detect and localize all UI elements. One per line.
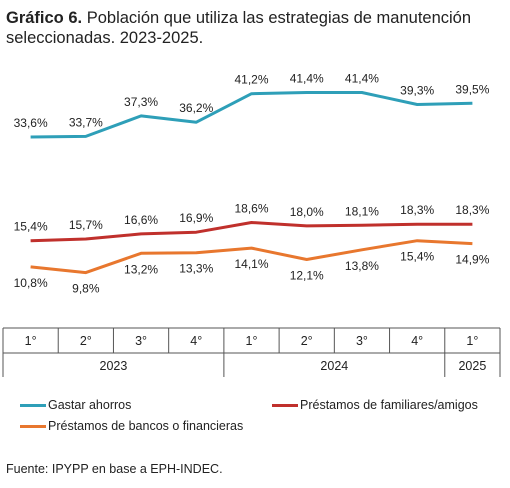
- legend-swatch: [20, 425, 46, 429]
- data-label: 16,6%: [124, 213, 158, 227]
- quarter-tick-label: 1°: [466, 334, 478, 348]
- data-label: 18,0%: [290, 205, 324, 219]
- quarter-tick-label: 4°: [411, 334, 423, 348]
- data-label: 33,7%: [69, 115, 103, 129]
- quarter-tick-label: 3°: [356, 334, 368, 348]
- data-label: 41,2%: [234, 73, 268, 87]
- quarter-tick-label: 1°: [25, 334, 37, 348]
- series-line: [30, 239, 473, 275]
- data-label: 16,9%: [179, 211, 213, 225]
- year-tick-label: 2023: [100, 359, 128, 373]
- legend-item-gastar-ahorros: Gastar ahorros: [20, 398, 131, 412]
- data-label: 13,2%: [124, 262, 158, 276]
- year-tick-label: 2024: [320, 359, 348, 373]
- legend-swatch: [20, 404, 46, 408]
- data-label: 41,4%: [345, 72, 379, 86]
- data-label: 14,1%: [234, 257, 268, 271]
- data-label: 15,4%: [400, 250, 434, 264]
- data-label: 18,3%: [400, 203, 434, 217]
- legend-item-prestamos-familiares: Préstamos de familiares/amigos: [272, 398, 478, 412]
- year-tick-label: 2025: [458, 359, 486, 373]
- data-label: 15,7%: [69, 218, 103, 232]
- series-line: [30, 221, 473, 243]
- chart-title-text: Población que utiliza las estrategias de…: [6, 9, 472, 47]
- data-label: 13,3%: [179, 262, 213, 276]
- legend-label: Préstamos de bancos o financieras: [48, 419, 244, 433]
- chart-title: Gráfico 6. Población que utiliza las est…: [6, 8, 496, 48]
- data-label: 10,8%: [14, 276, 48, 290]
- quarter-tick-label: 4°: [190, 334, 202, 348]
- quarter-tick-label: 3°: [135, 334, 147, 348]
- data-label: 18,1%: [345, 204, 379, 218]
- data-label: 18,6%: [234, 201, 268, 215]
- source-note: Fuente: IPYPP en base a EPH-INDEC.: [6, 462, 223, 476]
- legend-swatch: [272, 404, 298, 408]
- data-label: 39,5%: [455, 82, 489, 96]
- data-label: 33,6%: [14, 116, 48, 130]
- legend-item-prestamos-bancos: Préstamos de bancos o financieras: [20, 419, 243, 433]
- data-label: 39,3%: [400, 83, 434, 97]
- data-label: 9,8%: [72, 282, 100, 296]
- data-label: 36,2%: [179, 101, 213, 115]
- data-label: 18,3%: [455, 203, 489, 217]
- legend-label: Préstamos de familiares/amigos: [300, 398, 478, 412]
- data-label: 37,3%: [124, 95, 158, 109]
- chart-title-number: Gráfico 6.: [6, 9, 83, 27]
- data-label: 13,8%: [345, 259, 379, 273]
- line-chart: 1° 2° 3° 4° 1° 2° 3° 4° 1° 2023 2024 2025 33,6% 33,7%…: [2, 72, 501, 377]
- series-line: [30, 91, 473, 139]
- data-label: 15,4%: [14, 220, 48, 234]
- legend-label: Gastar ahorros: [48, 398, 132, 412]
- quarter-tick-label: 2°: [80, 334, 92, 348]
- quarter-tick-label: 2°: [301, 334, 313, 348]
- quarter-tick-label: 1°: [246, 334, 258, 348]
- data-label: 14,9%: [455, 253, 489, 267]
- data-label: 41,4%: [290, 72, 324, 86]
- data-label: 12,1%: [290, 269, 324, 283]
